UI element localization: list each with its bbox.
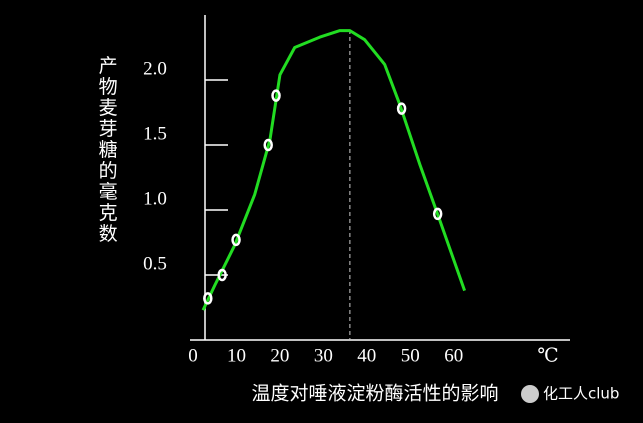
y-axis-label: 产物麦芽糖的毫克数 xyxy=(96,55,118,244)
data-point xyxy=(203,292,213,305)
data-point xyxy=(231,233,241,247)
watermark-icon xyxy=(521,385,539,403)
data-point xyxy=(271,89,281,102)
x-tick-label: 30 xyxy=(314,345,333,366)
x-tick-label: 0 xyxy=(188,345,198,366)
x-tick-label: 20 xyxy=(270,345,289,366)
x-tick-label: 10 xyxy=(227,345,246,366)
y-tick-label: 2.0 xyxy=(143,58,167,79)
watermark: 化工人club xyxy=(543,385,619,403)
y-tick-label: 1.0 xyxy=(143,188,167,209)
x-tick-label: 60 xyxy=(444,345,463,366)
data-point xyxy=(217,268,227,282)
curve xyxy=(201,29,467,311)
y-tick-label: 0.5 xyxy=(143,253,167,274)
data-point xyxy=(396,102,407,115)
y-tick-label: 1.5 xyxy=(143,123,167,144)
x-tick-label: 40 xyxy=(357,345,376,366)
data-point xyxy=(263,138,273,152)
x-tick-label: 50 xyxy=(401,345,420,366)
chart-title: 温度对唾液淀粉酶活性的影响 xyxy=(251,382,498,404)
x-unit: ℃ xyxy=(537,345,558,366)
data-point xyxy=(432,207,443,221)
